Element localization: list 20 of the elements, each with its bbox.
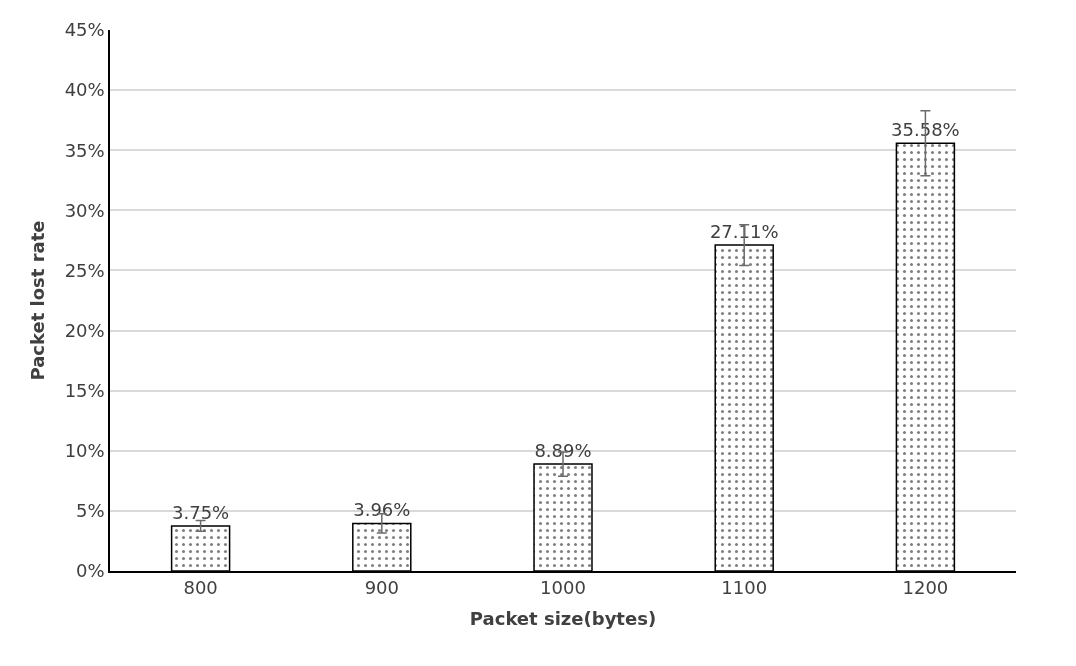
y-tick-label: 45% <box>64 19 105 41</box>
y-tick-label: 10% <box>64 440 105 462</box>
x-tick-label: 900 <box>364 577 399 599</box>
x-axis-title: Packet size(bytes) <box>469 607 657 629</box>
data-label: 8.89% <box>534 440 592 462</box>
y-tick-label: 15% <box>64 379 105 401</box>
y-tick-label: 35% <box>64 139 105 161</box>
y-tick-label: 20% <box>64 319 105 341</box>
y-tick-label: 40% <box>64 79 105 101</box>
y-tick-label: 5% <box>76 500 105 522</box>
y-tick-label: 25% <box>64 259 105 281</box>
y-tick-label: 30% <box>64 199 105 221</box>
y-tick-label: 0% <box>76 560 105 582</box>
data-label: 3.96% <box>353 499 411 521</box>
y-axis-title: Packet lost rate <box>27 220 49 381</box>
data-label: 3.75% <box>172 501 230 523</box>
x-tick-label: 1200 <box>902 577 949 599</box>
x-tick-label: 1000 <box>540 577 586 599</box>
x-tick-label: 1100 <box>721 577 768 599</box>
x-tick-label: 800 <box>183 577 218 599</box>
